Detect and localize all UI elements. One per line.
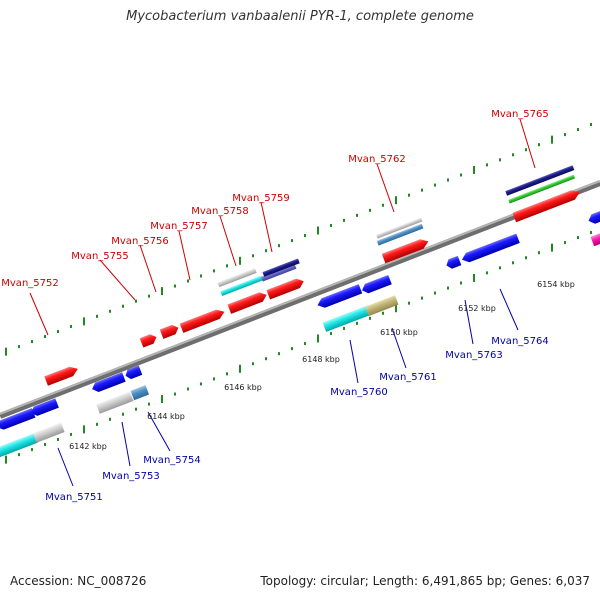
scale-label: 6154 kbp — [537, 280, 575, 289]
accession-text: Accession: NC_008726 — [10, 574, 147, 588]
gene-label[interactable]: Mvan_5757 — [150, 221, 207, 232]
gene-label[interactable]: Mvan_5764 — [491, 336, 548, 347]
gene-label[interactable]: Mvan_5752 — [1, 278, 58, 289]
gene-arrow — [381, 239, 429, 264]
gene-label[interactable]: Mvan_5755 — [71, 251, 128, 262]
gene-label[interactable]: Mvan_5760 — [330, 387, 387, 398]
gene-arrow — [159, 324, 179, 339]
gene-arrow — [446, 255, 462, 269]
scale-label: 6150 kbp — [380, 328, 418, 337]
gene-arrow — [266, 278, 304, 300]
domain-block — [32, 422, 65, 443]
domain-block — [376, 223, 424, 246]
scale-labels: 6142 kbp 6144 kbp 6146 kbp 6148 kbp 6150… — [69, 280, 575, 451]
gene-label[interactable]: Mvan_5763 — [445, 350, 502, 361]
gene-arrow — [125, 365, 143, 380]
gene-label[interactable]: Mvan_5758 — [191, 206, 248, 217]
domain-block — [262, 258, 300, 277]
scale-label: 6146 kbp — [224, 383, 262, 392]
scale-label: 6142 kbp — [69, 442, 107, 451]
scale-label: 6144 kbp — [147, 412, 185, 421]
genome-summary-text: Topology: circular; Length: 6,491,865 bp… — [260, 574, 590, 588]
gene-arrow — [44, 366, 78, 386]
gene-label[interactable]: Mvan_5765 — [491, 109, 548, 120]
gene-features — [0, 165, 600, 459]
gene-label[interactable]: Mvan_5762 — [348, 154, 405, 165]
domain-block — [217, 268, 257, 288]
domain-block — [322, 305, 371, 332]
domain-block — [505, 165, 575, 196]
gene-arrow — [461, 233, 520, 263]
domain-block — [96, 391, 134, 414]
gene-arrow — [588, 210, 600, 224]
domain-block — [130, 385, 150, 401]
gene-label[interactable]: Mvan_5751 — [45, 492, 102, 503]
domain-block — [508, 174, 576, 204]
gene-arrow — [92, 372, 126, 392]
gene-arrow — [317, 284, 363, 308]
tick-tracks — [5, 122, 592, 464]
backbone — [0, 180, 600, 419]
gene-arrow — [512, 190, 580, 223]
gene-label[interactable]: Mvan_5759 — [232, 193, 289, 204]
gene-arrow — [0, 408, 36, 430]
domain-block — [365, 295, 399, 317]
gene-labels: Mvan_5752 Mvan_5755 Mvan_5756 Mvan_5757 … — [1, 109, 548, 503]
domain-block — [261, 263, 297, 282]
scale-label: 6152 kbp — [458, 304, 496, 313]
domain-block — [376, 217, 423, 239]
map-title: Mycobacterium vanbaalenii PYR-1, complet… — [126, 9, 474, 24]
gene-arrow — [179, 309, 225, 333]
gene-arrow — [139, 334, 157, 348]
gene-arrow — [361, 274, 392, 294]
gene-label[interactable]: Mvan_5756 — [111, 236, 168, 247]
gene-label[interactable]: Mvan_5753 — [102, 471, 159, 482]
gene-arrow — [30, 398, 59, 416]
scale-label: 6148 kbp — [302, 355, 340, 364]
gene-arrow — [227, 292, 267, 314]
gene-label[interactable]: Mvan_5761 — [379, 372, 436, 383]
gene-label[interactable]: Mvan_5754 — [143, 455, 200, 466]
domain-block — [220, 275, 264, 296]
domain-block — [0, 433, 39, 459]
